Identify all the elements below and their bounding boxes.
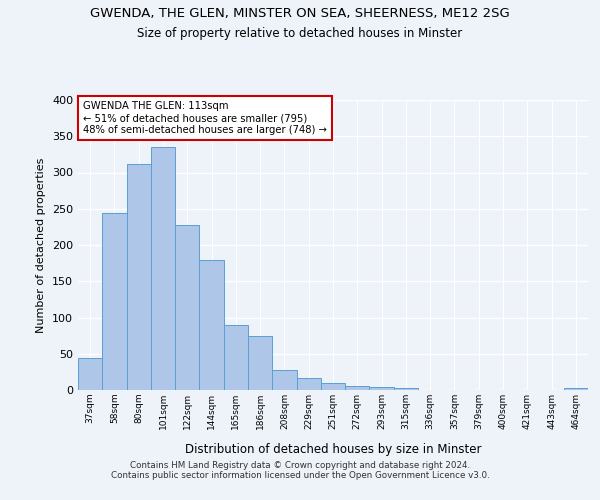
Y-axis label: Number of detached properties: Number of detached properties — [37, 158, 46, 332]
Text: Contains HM Land Registry data © Crown copyright and database right 2024.
Contai: Contains HM Land Registry data © Crown c… — [110, 460, 490, 480]
Bar — [127, 164, 151, 390]
Bar — [248, 336, 272, 390]
Bar — [345, 386, 370, 390]
Bar — [175, 224, 199, 390]
Bar — [564, 388, 588, 390]
Bar — [394, 388, 418, 390]
Text: Size of property relative to detached houses in Minster: Size of property relative to detached ho… — [137, 28, 463, 40]
Bar — [321, 384, 345, 390]
Bar — [272, 370, 296, 390]
Bar — [224, 326, 248, 390]
Bar — [296, 378, 321, 390]
Bar — [78, 358, 102, 390]
Bar — [151, 147, 175, 390]
Bar — [370, 387, 394, 390]
Text: GWENDA THE GLEN: 113sqm
← 51% of detached houses are smaller (795)
48% of semi-d: GWENDA THE GLEN: 113sqm ← 51% of detache… — [83, 102, 327, 134]
Text: GWENDA, THE GLEN, MINSTER ON SEA, SHEERNESS, ME12 2SG: GWENDA, THE GLEN, MINSTER ON SEA, SHEERN… — [90, 8, 510, 20]
Text: Distribution of detached houses by size in Minster: Distribution of detached houses by size … — [185, 442, 481, 456]
Bar — [102, 213, 127, 390]
Bar — [199, 260, 224, 390]
